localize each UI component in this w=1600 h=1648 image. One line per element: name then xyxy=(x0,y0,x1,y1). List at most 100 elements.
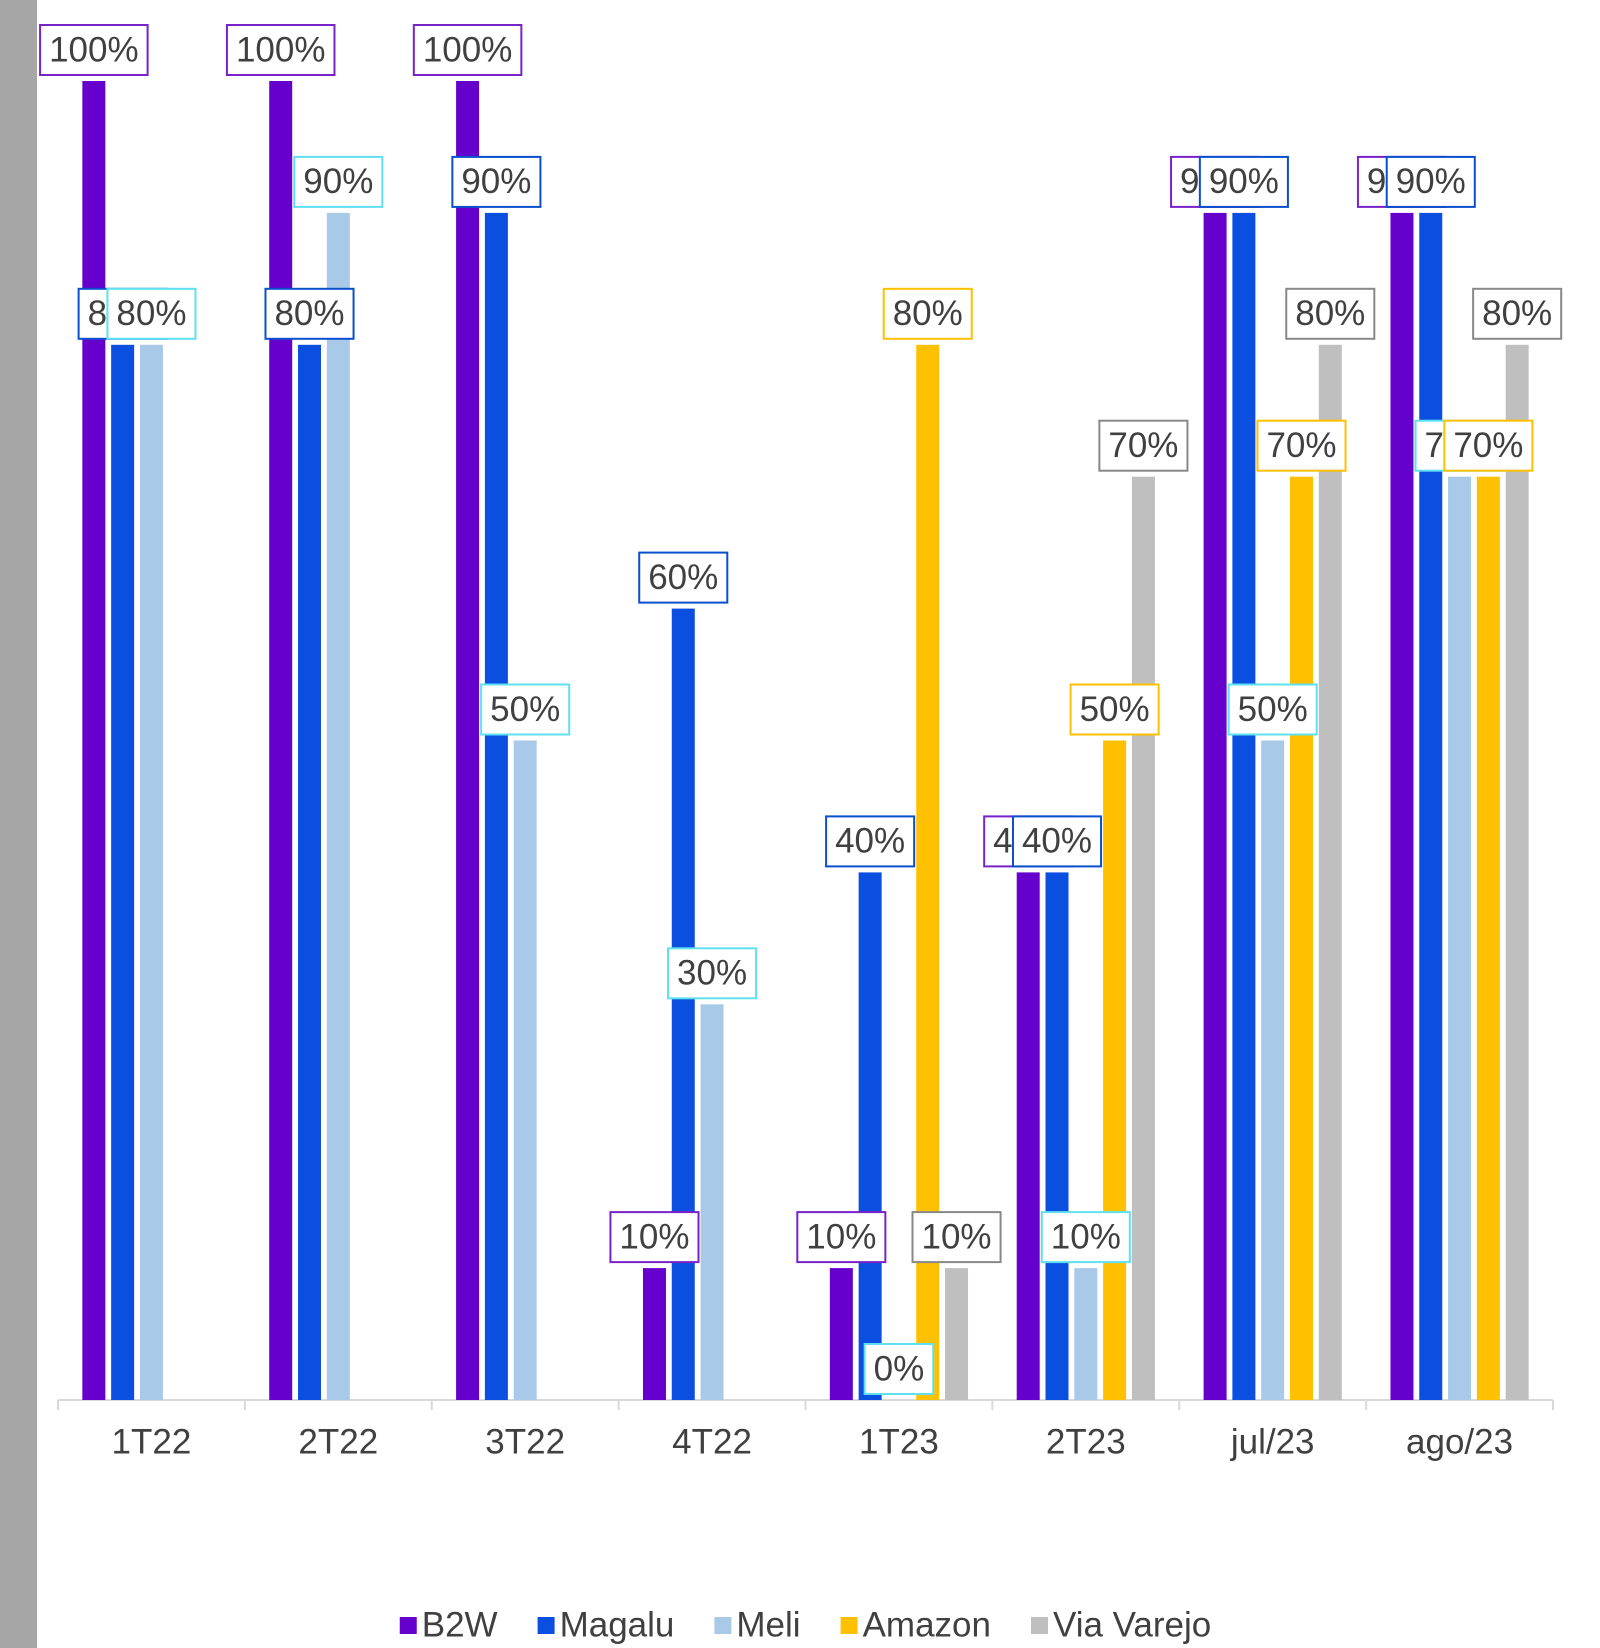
bar xyxy=(1318,344,1342,1400)
bar xyxy=(1419,212,1443,1400)
bar xyxy=(1045,872,1069,1400)
bar xyxy=(1390,212,1414,1400)
data-label-text: 80% xyxy=(1482,294,1552,333)
data-label-text: 40% xyxy=(1022,822,1092,861)
x-tick-label: 2T22 xyxy=(298,1422,378,1461)
bar xyxy=(269,81,293,1400)
bar xyxy=(642,1268,666,1400)
legend-label: Via Varejo xyxy=(1053,1605,1211,1644)
data-label-text: 30% xyxy=(677,954,747,993)
data-label-text: 80% xyxy=(1295,294,1365,333)
data-label-text: 100% xyxy=(423,30,513,69)
data-label-box xyxy=(1011,815,1103,868)
bar xyxy=(111,344,135,1400)
legend-label: Amazon xyxy=(863,1605,991,1644)
data-label-text: 10% xyxy=(806,1217,876,1256)
data-label-box xyxy=(1285,287,1376,340)
data-label: 80% xyxy=(106,287,197,340)
data-label-box xyxy=(480,683,571,736)
data-label: 80% xyxy=(1285,287,1376,340)
data-label-box xyxy=(412,24,523,76)
x-tick-label: 3T22 xyxy=(485,1422,565,1461)
data-label-text: 10% xyxy=(922,1217,992,1256)
data-label-text: 100% xyxy=(49,30,139,69)
bar xyxy=(700,1004,724,1400)
data-label: 100% xyxy=(39,24,149,76)
bar xyxy=(326,212,350,1400)
data-label: 60% xyxy=(638,551,729,604)
bar xyxy=(1261,740,1285,1400)
legend-label: B2W xyxy=(422,1605,498,1644)
bar xyxy=(484,212,508,1400)
data-label: 50% xyxy=(480,683,571,736)
data-label-box xyxy=(293,155,384,208)
bar xyxy=(139,344,163,1400)
x-tick-label: 1T22 xyxy=(112,1422,192,1461)
bar xyxy=(1476,476,1500,1400)
data-label: 100% xyxy=(225,24,336,76)
data-label: 10% xyxy=(796,1211,887,1264)
data-label-text: 90% xyxy=(1209,162,1279,201)
data-label-box xyxy=(1472,287,1563,340)
bar xyxy=(1505,344,1529,1400)
data-label-text: 100% xyxy=(236,30,326,69)
data-label-box xyxy=(264,287,355,340)
data-label: 10% xyxy=(1040,1211,1131,1264)
data-label-text: 70% xyxy=(1108,426,1178,465)
data-label-text: 80% xyxy=(116,294,186,333)
data-label-box xyxy=(667,947,758,1000)
legend-swatch xyxy=(537,1617,555,1634)
x-tick-label: ago/23 xyxy=(1406,1422,1513,1461)
data-label-box xyxy=(1385,155,1476,208)
data-label-text: 10% xyxy=(1051,1217,1121,1256)
data-label: 90% xyxy=(293,155,384,208)
data-label: 30% xyxy=(667,947,758,1000)
data-label-text: 80% xyxy=(274,294,344,333)
data-label: 40% xyxy=(825,815,916,868)
data-label-box xyxy=(638,551,729,604)
data-label: 90% xyxy=(1385,155,1476,208)
data-label-text: 50% xyxy=(1238,690,1308,729)
data-label: 70% xyxy=(1098,419,1189,472)
bar xyxy=(298,344,322,1400)
data-label-box xyxy=(1227,683,1318,736)
bar xyxy=(858,872,882,1400)
bar xyxy=(82,81,106,1400)
data-label: 90% xyxy=(451,155,542,208)
data-label: 10% xyxy=(911,1211,1002,1264)
data-label-box xyxy=(1443,419,1534,472)
data-label-box xyxy=(225,24,336,76)
x-tick-label: 1T23 xyxy=(859,1422,939,1461)
data-label-box xyxy=(1069,683,1160,736)
bar xyxy=(1448,476,1472,1400)
data-label-text: 70% xyxy=(1453,426,1523,465)
x-tick-label: 2T23 xyxy=(1046,1422,1126,1461)
side-strip xyxy=(0,0,37,1648)
legend-swatch xyxy=(840,1617,858,1634)
data-label-box xyxy=(1040,1211,1131,1264)
data-label-box xyxy=(609,1211,700,1264)
data-label-box xyxy=(825,815,916,868)
bar xyxy=(1289,476,1313,1400)
bar xyxy=(1203,212,1227,1400)
data-label-box xyxy=(796,1211,887,1264)
data-label: 50% xyxy=(1227,683,1318,736)
bar xyxy=(671,608,695,1400)
data-label-box xyxy=(106,287,197,340)
data-label-text: 60% xyxy=(648,558,718,597)
bar xyxy=(1131,476,1155,1400)
data-label-box xyxy=(863,1343,935,1395)
bar xyxy=(456,81,480,1400)
data-label: 80% xyxy=(1472,287,1563,340)
bar xyxy=(1074,1268,1098,1400)
legend-swatch xyxy=(399,1617,417,1634)
data-label-text: 90% xyxy=(1396,162,1466,201)
data-label-text: 70% xyxy=(1266,426,1336,465)
data-label-box xyxy=(1256,419,1347,472)
data-label: 80% xyxy=(882,287,973,340)
data-label-text: 90% xyxy=(303,162,373,201)
data-label-text: 50% xyxy=(1080,690,1150,729)
data-label-text: 10% xyxy=(619,1217,689,1256)
data-label: 10% xyxy=(609,1211,700,1264)
data-label-box xyxy=(1098,419,1189,472)
